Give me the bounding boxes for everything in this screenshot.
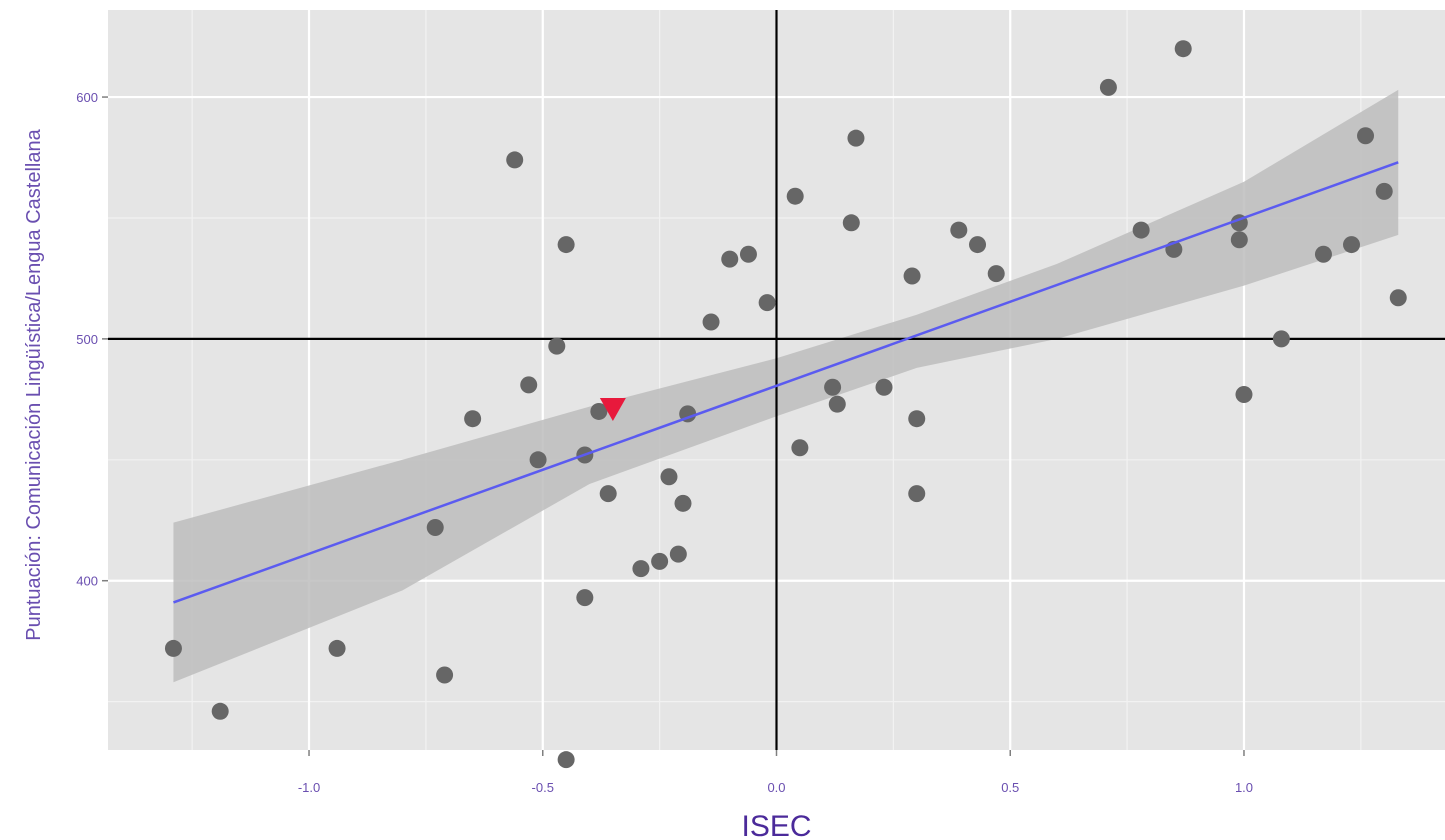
data-point [1174,40,1192,58]
data-point [1272,330,1290,348]
data-point [786,187,804,205]
x-axis-ticks: -1.0 -0.5 0.0 0.5 1.0 [298,750,1253,795]
data-point [758,294,776,312]
data-point [828,395,846,413]
data-point [721,250,739,268]
data-point [842,214,860,232]
data-point [599,485,617,503]
data-points [164,40,1407,769]
data-point [739,245,757,263]
data-point [506,151,524,169]
data-point [669,545,687,563]
data-point [1314,245,1332,263]
x-tick-label: -1.0 [298,780,320,795]
data-point [426,519,444,537]
data-point [791,439,809,457]
data-point [903,267,921,285]
data-point [520,376,538,394]
y-tick-label: 500 [76,332,98,347]
data-point [651,552,669,570]
data-point [1357,127,1375,145]
y-tick-label: 600 [76,90,98,105]
data-point [1389,289,1407,307]
x-tick-label: 0.5 [1001,780,1019,795]
data-point [660,468,678,486]
x-tick-label: -0.5 [532,780,554,795]
data-point [702,313,720,331]
regression-line [173,161,1399,604]
data-point [824,378,842,396]
data-point [908,485,926,503]
data-point [529,451,547,469]
x-tick-label: 1.0 [1235,780,1253,795]
data-point [436,666,454,684]
data-point [557,751,575,769]
data-point [1132,221,1150,239]
data-point [548,337,566,355]
x-axis-title: ISEC [741,810,811,840]
data-point [950,221,968,239]
data-point [1099,78,1117,96]
data-point [847,129,865,147]
data-point [576,589,594,607]
y-tick-label: 400 [76,574,98,589]
data-point [908,410,926,428]
data-point [328,639,346,657]
data-point [1230,231,1248,249]
x-tick-label: 0.0 [767,780,785,795]
data-point [1375,182,1393,200]
data-point [969,236,987,254]
data-point [557,236,575,254]
data-point [674,494,692,512]
data-point [590,402,608,420]
data-point [987,265,1005,283]
highlight-marker [599,398,626,422]
data-point [632,560,650,578]
data-point [875,378,893,396]
data-point [464,410,482,428]
y-axis-title: Puntuación: Comunicación Lingüística/Len… [23,128,45,640]
data-point [1235,386,1253,404]
y-axis-ticks: 400 500 600 [76,90,108,589]
confidence-band [173,89,1399,683]
data-point [1343,236,1361,254]
data-point [164,639,182,657]
data-point [211,702,229,720]
